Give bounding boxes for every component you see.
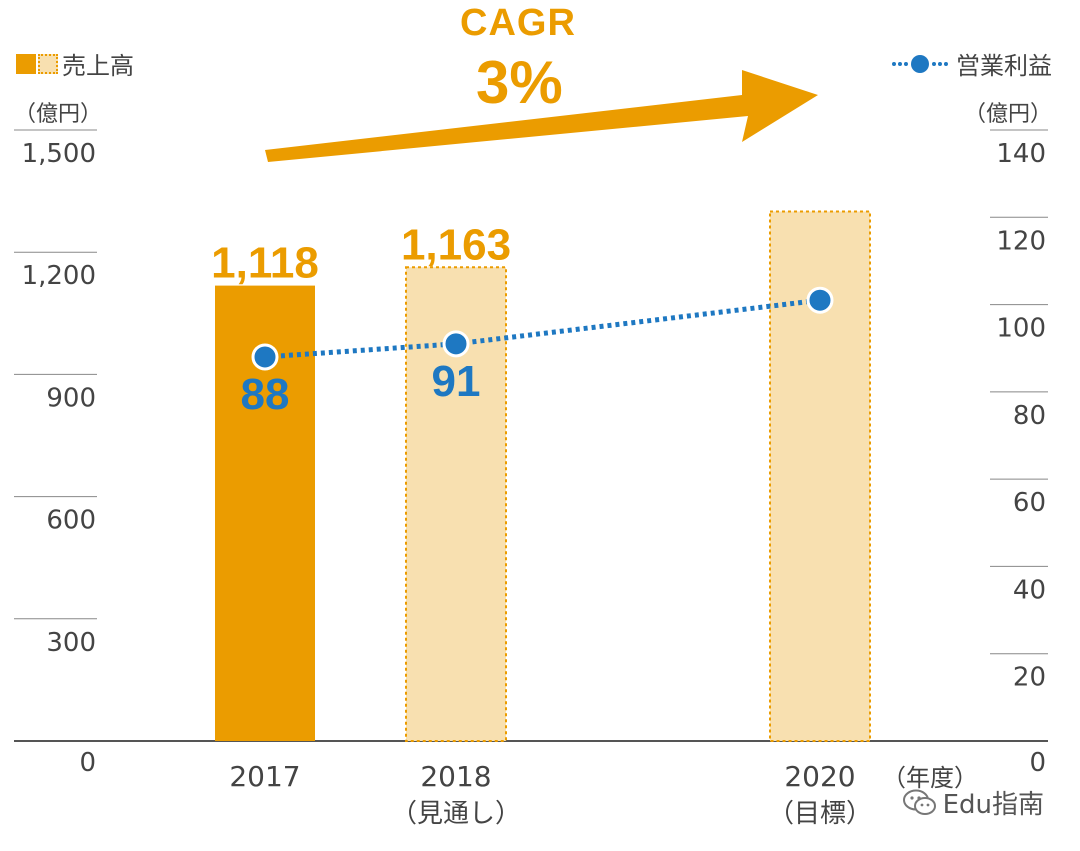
left-tick-label: 0 <box>79 748 96 778</box>
bar-value-label: 1,118 <box>211 239 319 288</box>
right-tick-label: 140 <box>996 139 1046 169</box>
operating-profit-point <box>806 286 834 314</box>
left-tick-label: 900 <box>46 383 96 413</box>
legend-sales-label: 売上高 <box>62 52 134 80</box>
line-value-label: 91 <box>432 357 481 406</box>
legend-swatch-actual <box>16 53 36 74</box>
cagr-value: 3% <box>476 49 563 116</box>
left-tick-label: 300 <box>46 628 96 658</box>
bar-value-label: 1,163 <box>401 220 511 269</box>
line-value-label: 88 <box>241 370 290 419</box>
x-axis-unit: （年度） <box>882 764 978 792</box>
right-tick-label: 0 <box>1029 748 1046 778</box>
right-tick-label: 100 <box>996 314 1046 344</box>
legend-operating-profit: 営業利益 <box>892 46 1052 81</box>
cagr-arrow <box>265 70 818 162</box>
left-tick-label: 600 <box>46 506 96 536</box>
cagr-label: CAGR <box>460 2 576 44</box>
right-tick-label: 80 <box>1013 401 1046 431</box>
right-axis-unit: （億円） <box>963 102 1052 127</box>
watermark-text: Edu指南 <box>942 790 1044 820</box>
x-tick-sublabel: （目標） <box>768 799 872 829</box>
legend-sales: 売上高 <box>16 46 134 81</box>
wechat-icon <box>902 789 936 815</box>
left-tick-label: 1,200 <box>22 261 96 291</box>
x-tick-label: 2020 <box>784 760 855 793</box>
x-tick-sublabel: （見通し） <box>391 799 521 829</box>
x-tick-label: 2018 <box>420 760 491 793</box>
x-tick-label: 2017 <box>229 760 300 793</box>
legend-operating-profit-label: 営業利益 <box>956 52 1052 80</box>
right-tick-label: 120 <box>996 226 1046 256</box>
right-tick-label: 20 <box>1013 663 1046 693</box>
left-axis-unit: （億円） <box>14 102 103 127</box>
right-tick-label: 60 <box>1013 488 1046 518</box>
left-tick-label: 1,500 <box>22 139 96 169</box>
operating-profit-point <box>251 343 279 371</box>
legend-swatch-forecast <box>38 53 58 74</box>
operating-profit-point <box>442 330 470 358</box>
operating-profit-line <box>264 297 821 360</box>
legend-line-marker <box>892 54 948 73</box>
watermark: Edu指南 <box>902 784 1044 821</box>
right-tick-label: 40 <box>1013 575 1046 605</box>
